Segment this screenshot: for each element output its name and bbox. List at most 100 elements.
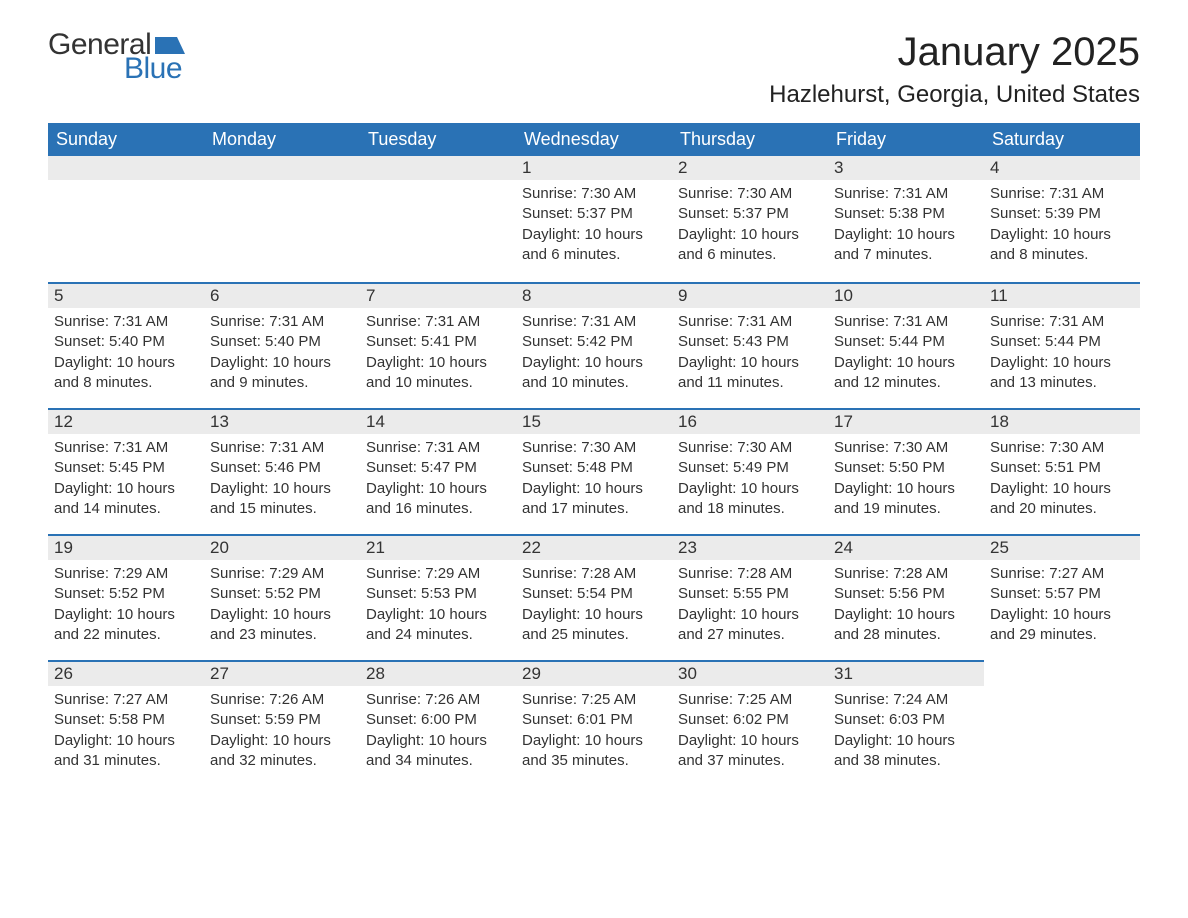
calendar-day-cell: 8Sunrise: 7:31 AMSunset: 5:42 PMDaylight… [516, 282, 672, 408]
sunset-line: Sunset: 5:48 PM [522, 458, 666, 478]
calendar-empty-cell [204, 156, 360, 282]
calendar-empty-cell [48, 156, 204, 282]
sunset-line: Sunset: 5:59 PM [210, 710, 354, 730]
sunset-line: Sunset: 5:38 PM [834, 204, 978, 224]
calendar-day-cell: 15Sunrise: 7:30 AMSunset: 5:48 PMDayligh… [516, 408, 672, 534]
day-body: Sunrise: 7:31 AMSunset: 5:42 PMDaylight:… [516, 308, 672, 401]
weekday-header: Tuesday [360, 123, 516, 156]
sunset-line: Sunset: 5:51 PM [990, 458, 1134, 478]
sunrise-line: Sunrise: 7:31 AM [990, 184, 1134, 204]
sunset-line: Sunset: 5:49 PM [678, 458, 822, 478]
daylight-line: Daylight: 10 hours and 29 minutes. [990, 605, 1134, 646]
daylight-line: Daylight: 10 hours and 31 minutes. [54, 731, 198, 772]
daylight-line: Daylight: 10 hours and 11 minutes. [678, 353, 822, 394]
calendar-day-cell: 25Sunrise: 7:27 AMSunset: 5:57 PMDayligh… [984, 534, 1140, 660]
empty-daynum-strip [204, 156, 360, 180]
calendar-day-cell: 26Sunrise: 7:27 AMSunset: 5:58 PMDayligh… [48, 660, 204, 786]
sunset-line: Sunset: 5:57 PM [990, 584, 1134, 604]
weekday-row: SundayMondayTuesdayWednesdayThursdayFrid… [48, 123, 1140, 156]
day-number: 5 [48, 282, 204, 308]
sunrise-line: Sunrise: 7:27 AM [54, 690, 198, 710]
daylight-line: Daylight: 10 hours and 12 minutes. [834, 353, 978, 394]
sunrise-line: Sunrise: 7:30 AM [834, 438, 978, 458]
sunrise-line: Sunrise: 7:31 AM [366, 312, 510, 332]
weekday-header: Saturday [984, 123, 1140, 156]
day-body: Sunrise: 7:28 AMSunset: 5:54 PMDaylight:… [516, 560, 672, 653]
day-number: 10 [828, 282, 984, 308]
calendar-week-row: 12Sunrise: 7:31 AMSunset: 5:45 PMDayligh… [48, 408, 1140, 534]
calendar-day-cell: 20Sunrise: 7:29 AMSunset: 5:52 PMDayligh… [204, 534, 360, 660]
daylight-line: Daylight: 10 hours and 27 minutes. [678, 605, 822, 646]
day-body: Sunrise: 7:31 AMSunset: 5:40 PMDaylight:… [204, 308, 360, 401]
day-number: 13 [204, 408, 360, 434]
sunrise-line: Sunrise: 7:28 AM [678, 564, 822, 584]
day-body: Sunrise: 7:31 AMSunset: 5:46 PMDaylight:… [204, 434, 360, 527]
daylight-line: Daylight: 10 hours and 38 minutes. [834, 731, 978, 772]
location-subtitle: Hazlehurst, Georgia, United States [769, 81, 1140, 109]
calendar-day-cell: 16Sunrise: 7:30 AMSunset: 5:49 PMDayligh… [672, 408, 828, 534]
daylight-line: Daylight: 10 hours and 24 minutes. [366, 605, 510, 646]
sunrise-line: Sunrise: 7:26 AM [210, 690, 354, 710]
daylight-line: Daylight: 10 hours and 16 minutes. [366, 479, 510, 520]
sunrise-line: Sunrise: 7:31 AM [54, 312, 198, 332]
day-body: Sunrise: 7:29 AMSunset: 5:52 PMDaylight:… [204, 560, 360, 653]
calendar-day-cell: 30Sunrise: 7:25 AMSunset: 6:02 PMDayligh… [672, 660, 828, 786]
calendar-body: 1 Sunrise: 7:30 AM Sunset: 5:37 PM Daylight… [48, 156, 1140, 786]
sunset-line: Sunset: 5:41 PM [366, 332, 510, 352]
day-number: 21 [360, 534, 516, 560]
day-number: 16 [672, 408, 828, 434]
daylight-line: Daylight: 10 hours and 23 minutes. [210, 605, 354, 646]
day-number: 1 [516, 156, 672, 180]
empty-daynum-strip [48, 156, 204, 180]
calendar-day-cell: 28Sunrise: 7:26 AMSunset: 6:00 PMDayligh… [360, 660, 516, 786]
calendar-day-cell: 13Sunrise: 7:31 AMSunset: 5:46 PMDayligh… [204, 408, 360, 534]
weekday-header: Monday [204, 123, 360, 156]
sunset-line: Sunset: 5:55 PM [678, 584, 822, 604]
day-body: Sunrise: 7:31 AMSunset: 5:43 PMDaylight:… [672, 308, 828, 401]
day-body: Sunrise: 7:31 AMSunset: 5:44 PMDaylight:… [828, 308, 984, 401]
day-number: 4 [984, 156, 1140, 180]
weekday-header: Wednesday [516, 123, 672, 156]
day-body: Sunrise: 7:31 AMSunset: 5:44 PMDaylight:… [984, 308, 1140, 401]
calendar-day-cell: 21Sunrise: 7:29 AMSunset: 5:53 PMDayligh… [360, 534, 516, 660]
sunset-line: Sunset: 5:52 PM [54, 584, 198, 604]
sunrise-line: Sunrise: 7:30 AM [522, 438, 666, 458]
daylight-line: Daylight: 10 hours and 8 minutes. [54, 353, 198, 394]
daylight-line: Daylight: 10 hours and 14 minutes. [54, 479, 198, 520]
day-number: 8 [516, 282, 672, 308]
day-body: Sunrise: 7:30 AMSunset: 5:50 PMDaylight:… [828, 434, 984, 527]
daylight-line: Daylight: 10 hours and 22 minutes. [54, 605, 198, 646]
calendar-day-cell: 31Sunrise: 7:24 AMSunset: 6:03 PMDayligh… [828, 660, 984, 786]
sunset-line: Sunset: 6:02 PM [678, 710, 822, 730]
day-number: 22 [516, 534, 672, 560]
day-body: Sunrise: 7:30 AMSunset: 5:51 PMDaylight:… [984, 434, 1140, 527]
sunset-line: Sunset: 5:37 PM [678, 204, 822, 224]
sunrise-line: Sunrise: 7:24 AM [834, 690, 978, 710]
sunrise-line: Sunrise: 7:31 AM [366, 438, 510, 458]
sunrise-line: Sunrise: 7:29 AM [210, 564, 354, 584]
calendar-day-cell: 1Sunrise: 7:30 AMSunset: 5:37 PMDaylight… [516, 156, 672, 282]
day-body: Sunrise: 7:26 AMSunset: 5:59 PMDaylight:… [204, 686, 360, 779]
sunset-line: Sunset: 6:00 PM [366, 710, 510, 730]
calendar-day-cell: 24Sunrise: 7:28 AMSunset: 5:56 PMDayligh… [828, 534, 984, 660]
calendar-day-cell: 11Sunrise: 7:31 AMSunset: 5:44 PMDayligh… [984, 282, 1140, 408]
weekday-header: Thursday [672, 123, 828, 156]
sunrise-line: Sunrise: 7:28 AM [522, 564, 666, 584]
day-body: Sunrise: 7:27 AMSunset: 5:58 PMDaylight:… [48, 686, 204, 779]
sunrise-line: Sunrise: 7:28 AM [834, 564, 978, 584]
calendar-day-cell: 23Sunrise: 7:28 AMSunset: 5:55 PMDayligh… [672, 534, 828, 660]
calendar-day-cell: 3Sunrise: 7:31 AMSunset: 5:38 PMDaylight… [828, 156, 984, 282]
day-body: Sunrise: 7:26 AMSunset: 6:00 PMDaylight:… [360, 686, 516, 779]
day-body: Sunrise: 7:25 AMSunset: 6:01 PMDaylight:… [516, 686, 672, 779]
sunrise-line: Sunrise: 7:31 AM [522, 312, 666, 332]
daylight-line: Daylight: 10 hours and 19 minutes. [834, 479, 978, 520]
day-number: 19 [48, 534, 204, 560]
day-body: Sunrise: 7:29 AMSunset: 5:53 PMDaylight:… [360, 560, 516, 653]
calendar-day-cell: 27Sunrise: 7:26 AMSunset: 5:59 PMDayligh… [204, 660, 360, 786]
day-number: 17 [828, 408, 984, 434]
weekday-header: Sunday [48, 123, 204, 156]
sunrise-line: Sunrise: 7:31 AM [834, 312, 978, 332]
title-block: January 2025 Hazlehurst, Georgia, United… [769, 30, 1140, 109]
sunrise-line: Sunrise: 7:27 AM [990, 564, 1134, 584]
calendar-day-cell: 17Sunrise: 7:30 AMSunset: 5:50 PMDayligh… [828, 408, 984, 534]
